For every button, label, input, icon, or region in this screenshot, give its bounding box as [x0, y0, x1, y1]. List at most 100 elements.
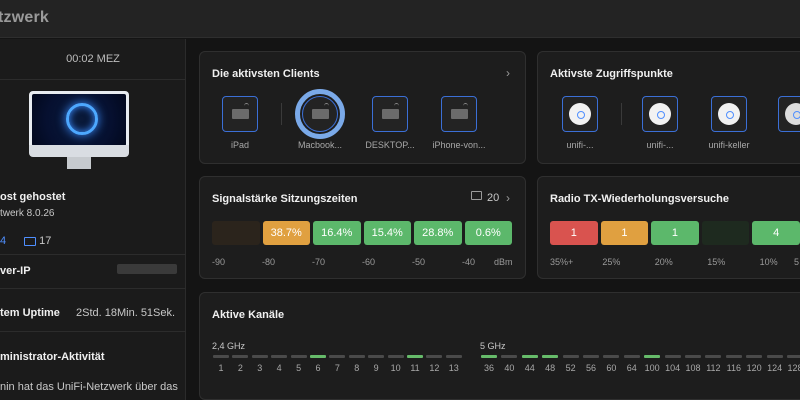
channel-indicator: [251, 355, 268, 358]
active-access-points-card: Aktivste Zugriffspunkte unifi-... unifi-…: [537, 51, 800, 164]
bar-segment[interactable]: 28.8%: [414, 221, 462, 245]
band-24-channels: 1 2 3 4 5 6 7 8 9 10 11 12 13: [212, 293, 472, 393]
client-item[interactable]: DESKTOP...: [360, 96, 420, 150]
channel-item: 3: [251, 355, 269, 373]
channel-item: 9: [367, 355, 385, 373]
channel-indicator: [501, 355, 518, 358]
antenna-ap-icon: [785, 103, 800, 125]
device-counts: 4 17: [0, 235, 51, 247]
channel-label: 52: [565, 363, 576, 373]
wifi-device-icon: [451, 103, 468, 119]
channel-label: 100: [644, 363, 660, 373]
clock: 00:02 MEZ: [66, 53, 120, 65]
wifi-device-icon: [232, 103, 249, 119]
channel-indicator: [232, 355, 249, 358]
channel-label: 6: [315, 363, 321, 373]
bar-segment[interactable]: [701, 221, 750, 245]
card-title: Signalstärke Sitzungszeiten: [212, 193, 358, 205]
channel-item: 48: [541, 355, 559, 373]
chevron-right-icon[interactable]: ›: [506, 191, 510, 205]
uptime-value: 2Std. 18Min. 51Sek.: [76, 307, 176, 319]
channel-item: 5: [290, 355, 308, 373]
divider: [0, 288, 186, 289]
channel-item: 100: [643, 355, 661, 373]
access-point-item[interactable]: unifi-...: [550, 96, 610, 150]
access-point-icon: [718, 103, 740, 125]
channel-label: 128: [787, 363, 800, 373]
channel-label: 48: [545, 363, 556, 373]
channel-item: 11: [406, 355, 424, 373]
console-title: ost gehostet: [0, 191, 66, 203]
channel-item: 44: [521, 355, 539, 373]
channel-indicator: [387, 355, 404, 358]
access-point-item[interactable]: [766, 96, 800, 140]
divider: [0, 79, 186, 80]
channel-indicator: [445, 355, 462, 358]
client-item[interactable]: Macbook...: [290, 89, 350, 150]
ap-label: unifi-...: [646, 140, 674, 150]
channel-indicator: [787, 355, 800, 358]
axis-tick-label: -70: [312, 257, 326, 267]
ap-label: unifi-...: [566, 140, 594, 150]
divider: [0, 254, 186, 255]
channel-label: 40: [504, 363, 515, 373]
channel-label: 9: [373, 363, 379, 373]
channel-item: 56: [582, 355, 600, 373]
bar-segment[interactable]: 1: [550, 221, 598, 245]
access-point-item[interactable]: unifi-...: [630, 96, 690, 150]
channel-item: 12: [425, 355, 443, 373]
access-point-item[interactable]: unifi-keller: [699, 96, 759, 150]
card-title: Die aktivsten Clients: [212, 68, 320, 80]
bar-segment[interactable]: [212, 221, 260, 245]
channel-item: 4: [270, 355, 288, 373]
channel-item: 13: [445, 355, 463, 373]
channel-indicator: [623, 355, 640, 358]
client-label: iPhone-von...: [432, 140, 486, 150]
channel-indicator: [213, 355, 229, 358]
channel-item: 52: [562, 355, 580, 373]
bar-segment[interactable]: 1: [651, 221, 699, 245]
channel-item: 40: [500, 355, 518, 373]
axis-tick-label: 5: [794, 257, 800, 267]
bar-segment[interactable]: 38.7%: [262, 221, 310, 245]
ap-label: unifi-keller: [708, 140, 750, 150]
bar-segment[interactable]: 15.4%: [363, 221, 411, 245]
channel-indicator: [664, 355, 681, 358]
divider: [0, 331, 186, 332]
channel-indicator: [310, 355, 326, 358]
ip-label: ver-IP: [0, 265, 31, 277]
chevron-right-icon[interactable]: ›: [506, 66, 510, 80]
axis-tick-label: dBm: [494, 257, 513, 267]
active-channels-card: Aktive Kanäle 2,4 GHz 1 2 3 4 5 6 7 8 9 10 11 12 13 …: [199, 292, 800, 400]
divider: [621, 103, 622, 125]
access-point-icon: [649, 103, 671, 125]
channel-label: 3: [257, 363, 263, 373]
count-a[interactable]: 4: [0, 235, 7, 247]
band-24-label: 2,4 GHz: [212, 341, 246, 351]
app-title: tzwerk: [0, 9, 49, 26]
channel-indicator: [746, 355, 763, 358]
channel-item: 64: [623, 355, 641, 373]
uptime-label: tem Uptime: [0, 307, 60, 319]
channel-label: 7: [334, 363, 340, 373]
channel-item: 1: [212, 355, 230, 373]
axis-tick-label: 15%: [707, 257, 726, 267]
monitor-icon: [24, 236, 37, 246]
channel-indicator: [542, 355, 559, 358]
channel-item: 6: [309, 355, 327, 373]
channel-label: 44: [524, 363, 535, 373]
bar-segment[interactable]: 4: [752, 221, 800, 245]
bar-segment[interactable]: 16.4%: [313, 221, 361, 245]
channel-item: 128: [786, 355, 800, 373]
client-item[interactable]: iPhone-von...: [429, 96, 489, 150]
client-label: iPad: [230, 140, 249, 150]
channel-label: 12: [429, 363, 440, 373]
bar-segment[interactable]: 0.6%: [464, 221, 512, 245]
bar-segment[interactable]: 1: [600, 221, 649, 245]
count-b[interactable]: 17: [39, 235, 52, 247]
channel-item: 10: [387, 355, 405, 373]
signal-axis: -90 -80 -70 -60 -50 -40 dBm: [212, 257, 513, 269]
client-item[interactable]: iPad: [210, 96, 270, 150]
axis-tick-label: 10%: [759, 257, 778, 267]
